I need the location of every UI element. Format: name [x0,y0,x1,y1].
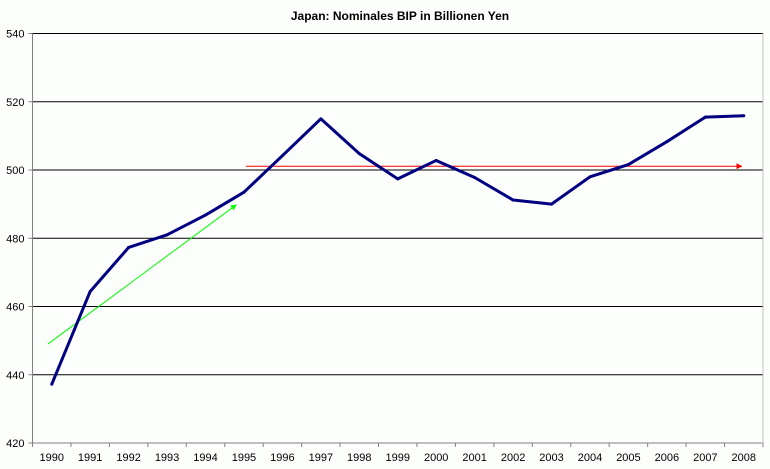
x-tick-label: 2003 [539,452,563,464]
data-point [626,163,630,167]
x-tick-label: 1996 [270,452,294,464]
data-point [665,140,669,144]
data-point [588,175,592,179]
data-point [396,177,400,181]
x-tick-label: 2000 [424,452,448,464]
data-point [434,158,438,162]
x-tick-label: 1990 [39,452,63,464]
x-tick-label: 2006 [655,452,679,464]
x-tick-label: 2005 [616,452,640,464]
data-point [357,152,361,156]
x-tick-labels: 1990 1991 1992 1993 1994 1995 1996 1997 1998 1999… [39,452,756,464]
x-tick-label: 2004 [578,452,602,464]
data-point [204,213,208,217]
y-tick-labels: 420 440 460 480 500 520 540 [6,29,24,451]
x-tick-label: 2001 [462,452,486,464]
data-point [550,202,554,206]
data-point [703,115,707,119]
data-point [280,154,284,158]
data-point [165,233,169,237]
x-tick-label: 1993 [155,452,179,464]
axes [28,33,764,447]
y-tick-label: 460 [6,302,24,314]
x-tick-label: 2008 [732,452,756,464]
x-tick-label: 1991 [78,452,102,464]
y-tick-label: 440 [6,370,24,382]
data-point [511,198,515,202]
data-point [242,190,246,194]
y-tick-label: 480 [6,233,24,245]
series [50,114,746,386]
y-tick-label: 420 [6,438,24,450]
x-tick-label: 1997 [309,452,333,464]
y-tick-label: 540 [6,29,24,41]
data-point [319,117,323,121]
x-tick-label: 1998 [347,452,371,464]
data-point [88,289,92,293]
x-tick-label: 1995 [232,452,256,464]
chart-title: Japan: Nominales BIP in Billionen Yen [291,9,509,23]
data-point [127,245,131,249]
y-tick-label: 520 [6,97,24,109]
x-tick-label: 2007 [693,452,717,464]
x-tick-label: 1992 [116,452,140,464]
x-tick-label: 1999 [386,452,410,464]
data-point [473,176,477,180]
data-point [742,114,746,118]
y-tick-label: 500 [6,165,24,177]
data-point [50,382,54,386]
x-tick-label: 2002 [501,452,525,464]
x-tick-label: 1994 [193,452,217,464]
